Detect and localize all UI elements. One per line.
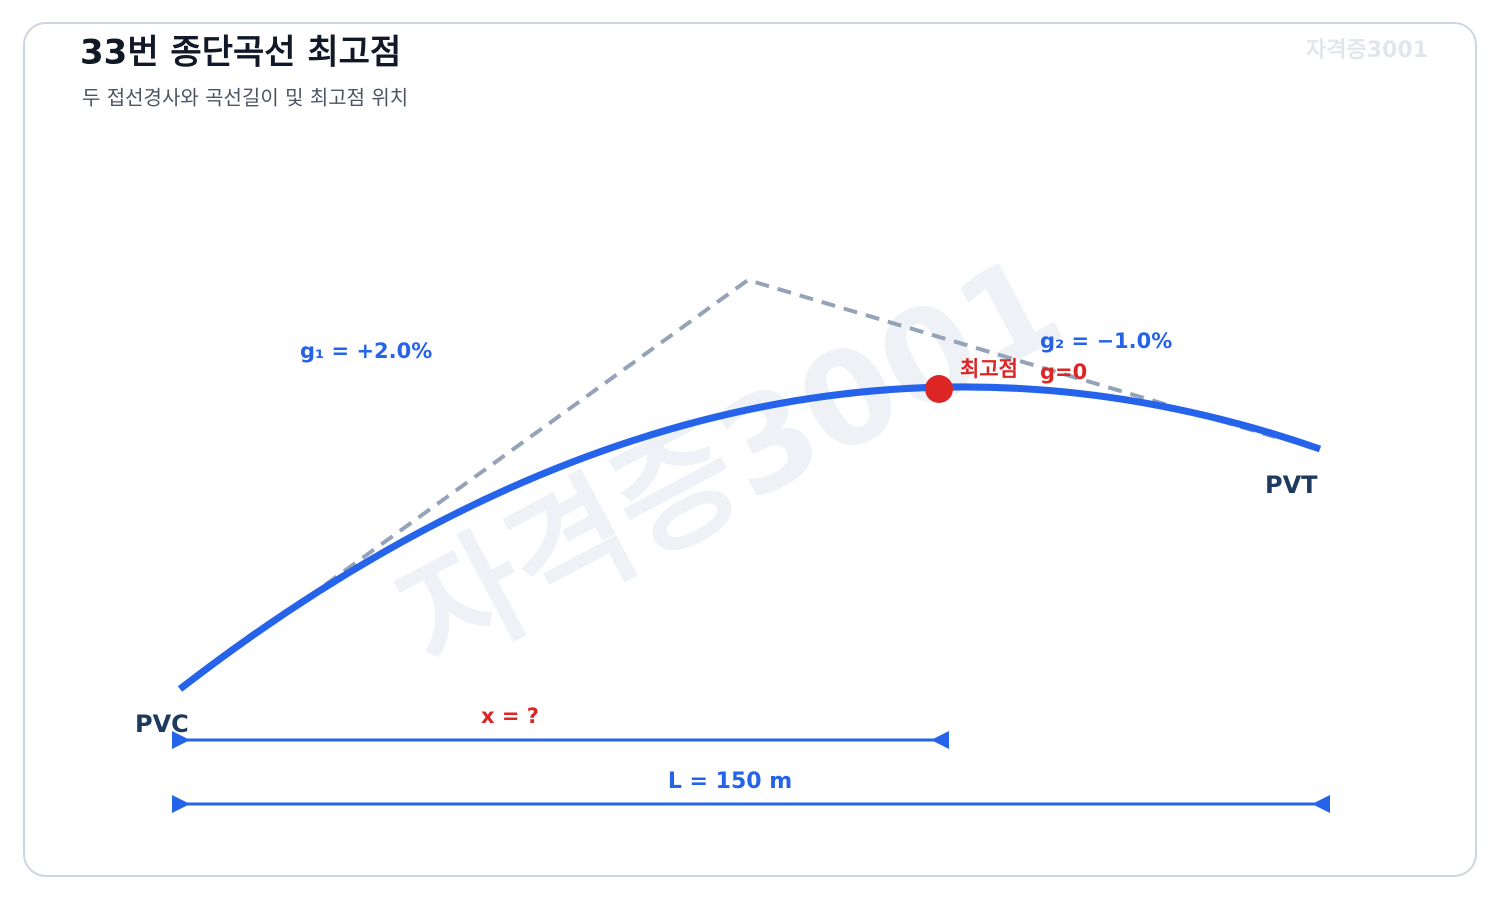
pvc-label: PVC — [135, 710, 189, 738]
arrow-head — [172, 795, 190, 813]
pvt-label: PVT — [1265, 471, 1318, 499]
grade-2-label: g₂ = −1.0% — [1040, 329, 1172, 353]
card — [23, 22, 1477, 877]
high-point-marker — [925, 375, 953, 403]
x-label: x = ? — [481, 704, 539, 728]
tangent-lines — [230, 277, 1276, 654]
length-label: L = 150 m — [668, 769, 792, 794]
subtitle: 두 접선경사와 곡선길이 및 최고점 위치 — [82, 86, 408, 110]
zero-grade-label: g=0 — [1040, 360, 1087, 384]
high-point-label: 최고점 — [960, 357, 1018, 381]
vertical-curve — [177, 383, 1322, 692]
grade-1-label: g₁ = +2.0% — [300, 339, 432, 363]
corner-watermark: 자격증3001 — [1306, 38, 1428, 63]
arrow-head — [172, 731, 190, 749]
arrow-head — [1312, 795, 1330, 813]
arrow-head — [931, 731, 949, 749]
title: 33번 종단곡선 최고점 — [80, 33, 401, 73]
